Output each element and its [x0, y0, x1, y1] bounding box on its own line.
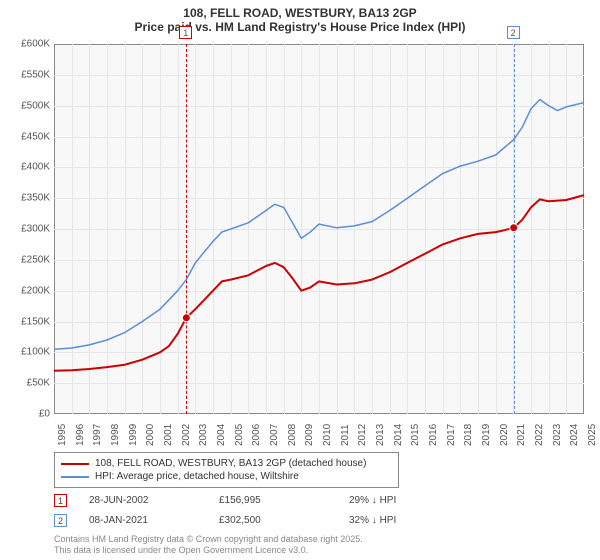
sale-marker-icon: 1	[54, 494, 67, 507]
x-axis-label: 2008	[287, 424, 298, 446]
x-axis-label: 2025	[587, 424, 598, 446]
legend-row: HPI: Average price, detached house, Wilt…	[61, 470, 392, 483]
x-axis-label: 2007	[269, 424, 280, 446]
y-axis-label: £550K	[21, 69, 50, 80]
x-axis-label: 2002	[181, 424, 192, 446]
legend-label: 108, FELL ROAD, WESTBURY, BA13 2GP (deta…	[95, 458, 366, 469]
legend-label: HPI: Average price, detached house, Wilt…	[95, 471, 299, 482]
y-axis-label: £50K	[27, 378, 50, 389]
legend-swatch	[61, 463, 89, 465]
x-axis-label: 2020	[499, 424, 510, 446]
x-axis-label: 1998	[110, 424, 121, 446]
x-axis-label: 2019	[481, 424, 492, 446]
y-axis-label: £350K	[21, 193, 50, 204]
x-axis-label: 2003	[198, 424, 209, 446]
chart-title-line1: 108, FELL ROAD, WESTBURY, BA13 2GP	[0, 6, 600, 20]
chart-area: £0£50K£100K£150K£200K£250K£300K£350K£400…	[54, 44, 584, 414]
sale-delta: 29% ↓ HPI	[349, 495, 479, 506]
x-axis-label: 2021	[516, 424, 527, 446]
x-axis-label: 2006	[251, 424, 262, 446]
x-axis-label: 2018	[463, 424, 474, 446]
footer-attribution: Contains HM Land Registry data © Crown c…	[54, 534, 363, 557]
reference-marker: 2	[507, 26, 520, 39]
x-axis-label: 1997	[92, 424, 103, 446]
y-axis-label: £300K	[21, 224, 50, 235]
x-axis-label: 2000	[145, 424, 156, 446]
x-axis-label: 1995	[57, 424, 68, 446]
footer-line1: Contains HM Land Registry data © Crown c…	[54, 534, 363, 545]
sale-row: 1 28-JUN-2002 £156,995 29% ↓ HPI	[54, 494, 584, 507]
legend-row: 108, FELL ROAD, WESTBURY, BA13 2GP (deta…	[61, 457, 392, 470]
footer-line2: This data is licensed under the Open Gov…	[54, 545, 363, 556]
x-axis-label: 1996	[75, 424, 86, 446]
y-axis-label: £450K	[21, 131, 50, 142]
x-axis-label: 2001	[163, 424, 174, 446]
x-axis-label: 1999	[128, 424, 139, 446]
x-axis-label: 2014	[393, 424, 404, 446]
x-axis-label: 2017	[446, 424, 457, 446]
y-axis-label: £250K	[21, 254, 50, 265]
sale-price: £302,500	[219, 515, 349, 526]
legend-swatch	[61, 476, 89, 478]
x-axis-label: 2005	[234, 424, 245, 446]
x-axis-label: 2012	[357, 424, 368, 446]
x-axis-label: 2013	[375, 424, 386, 446]
x-axis-label: 2015	[410, 424, 421, 446]
y-axis-label: £600K	[21, 39, 50, 50]
x-axis-label: 2010	[322, 424, 333, 446]
legend: 108, FELL ROAD, WESTBURY, BA13 2GP (deta…	[54, 452, 399, 488]
sale-point-icon	[182, 314, 190, 322]
x-axis-label: 2023	[552, 424, 563, 446]
y-axis-label: £0	[39, 409, 50, 420]
sale-price: £156,995	[219, 495, 349, 506]
line-series-svg	[54, 44, 584, 414]
series-line-price_paid	[54, 195, 584, 371]
x-axis-label: 2011	[340, 424, 351, 446]
x-axis-label: 2004	[216, 424, 227, 446]
sale-row: 2 08-JAN-2021 £302,500 32% ↓ HPI	[54, 514, 584, 527]
y-axis-label: £400K	[21, 162, 50, 173]
series-line-hpi	[54, 100, 584, 350]
sale-delta: 32% ↓ HPI	[349, 515, 479, 526]
sale-date: 08-JAN-2021	[89, 515, 219, 526]
y-axis-label: £150K	[21, 316, 50, 327]
sale-marker-icon: 2	[54, 514, 67, 527]
x-axis-label: 2016	[428, 424, 439, 446]
y-axis-label: £100K	[21, 347, 50, 358]
reference-marker: 1	[179, 26, 192, 39]
sale-date: 28-JUN-2002	[89, 495, 219, 506]
x-axis-label: 2024	[569, 424, 580, 446]
x-axis-label: 2022	[534, 424, 545, 446]
y-axis-label: £500K	[21, 100, 50, 111]
y-axis-label: £200K	[21, 285, 50, 296]
sale-point-icon	[510, 224, 518, 232]
x-axis-label: 2009	[304, 424, 315, 446]
